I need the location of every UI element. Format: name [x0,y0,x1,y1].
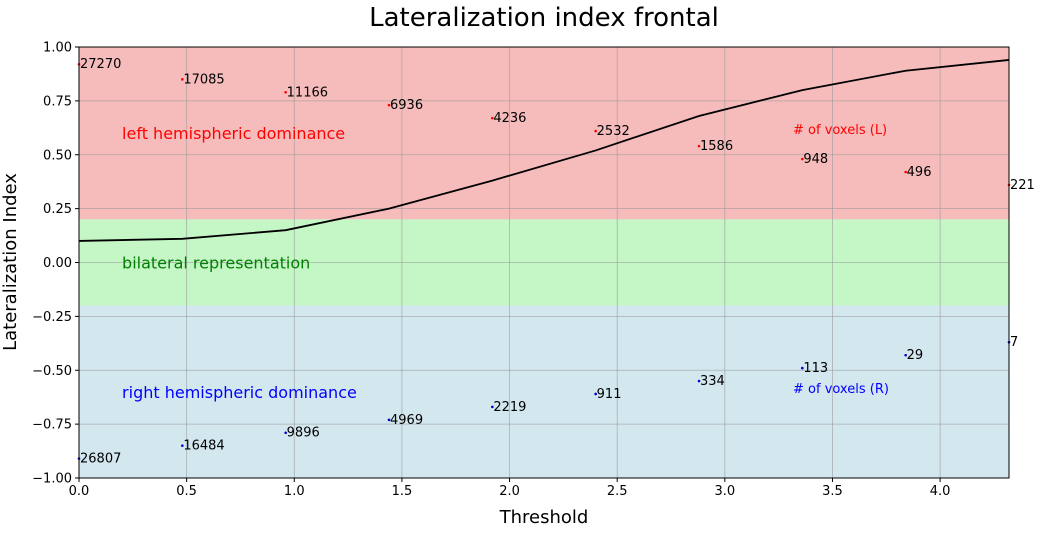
left-voxel-count-label: 11166 [287,85,328,100]
left-voxel-count-label: 221 [1010,178,1035,193]
x-tick-label: 2.5 [607,484,628,499]
y-tick-label: −0.25 [32,310,72,325]
chart-title: Lateralization index frontal [369,3,719,33]
left-voxel-count-label: 496 [907,165,932,180]
y-tick-label: 1.00 [43,41,72,56]
left-voxel-count-label: # of voxels (L) [793,123,887,138]
x-tick-label: 0.0 [69,484,90,499]
x-tick-label: 1.5 [392,484,413,499]
right-voxel-point [284,431,287,435]
left-voxel-point [181,78,184,81]
left-voxel-count-label: 2532 [597,124,630,139]
axes-layer: 0.0 0.5 1.0 1.5 2.0 2.5 3.0 3.5 4.0 1.00 0.75 0.50 0… [32,41,1010,499]
left-voxel-point [801,157,804,161]
li-curve [78,59,1010,242]
right-voxel-count-label: 26807 [80,452,121,467]
right-voxel-count-label: 16484 [183,439,224,454]
y-axis-label: Lateralization Index [0,173,21,351]
left-voxel-point [387,103,391,107]
right-voxel-count-label: 2219 [493,400,526,415]
right-dominance-band [79,305,1009,478]
right-voxel-count-label: 29 [907,348,924,363]
bilateral-label: bilateral representation [122,254,310,273]
x-tick-label: 2.0 [499,484,520,499]
left-voxel-count-label: 1586 [700,139,733,154]
right-voxel-point [697,379,701,383]
left-voxel-count-label: 17085 [183,72,224,87]
right-voxel-point [904,353,907,357]
x-tick-label: 3.5 [822,484,843,499]
right-voxel-count-label: 9896 [287,426,320,441]
right-dominance-label: right hemispheric dominance [122,383,357,402]
right-voxel-point [181,444,184,447]
right-voxel-point [594,392,597,396]
left-voxel-point [284,90,287,94]
left-voxel-count-label: 4236 [493,111,526,126]
right-voxel-count-label: 334 [700,374,725,389]
right-voxel-count-label: 7 [1010,335,1018,350]
right-voxel-count-label: 911 [597,387,622,402]
left-voxel-count-label: 27270 [80,57,121,72]
left-voxel-count-label: 948 [803,152,828,167]
x-tick-label: 4.0 [930,484,951,499]
left-voxel-point [594,129,597,133]
left-voxel-point [491,116,494,120]
y-tick-label: 0.50 [43,148,72,163]
right-voxel-point [801,366,804,370]
y-tick-label: −0.50 [32,364,72,379]
x-tick-label: 3.0 [714,484,735,499]
band-label-layer: left hemispheric dominance bilateral repr… [122,124,357,402]
left-dominance-label: left hemispheric dominance [122,124,345,143]
left-voxel-point [697,144,701,148]
voxel-point-layer: 27270 17085 11166 6936 4236 2532 1586 948 496 221… [77,57,1035,467]
right-voxel-count-label: # of voxels (R) [793,382,889,397]
y-tick-label: −1.00 [32,472,72,487]
x-axis-label: Threshold [499,507,589,528]
right-voxel-count-label: 4969 [390,413,423,428]
y-tick-label: 0.75 [43,94,72,109]
right-voxel-count-label: 113 [803,361,828,376]
right-voxel-point [387,418,391,422]
y-tick-label: 0.00 [43,256,72,271]
y-tick-label: −0.75 [32,418,72,433]
right-voxel-point [491,405,494,409]
x-tick-label: 0.5 [176,484,197,499]
left-voxel-point [904,170,907,174]
plot-frame [78,46,1010,479]
left-dominance-band [79,47,1009,220]
y-tick-label: 0.25 [43,202,72,217]
left-voxel-count-label: 6936 [390,98,423,113]
li-line-layer [78,59,1010,242]
x-tick-label: 1.0 [284,484,305,499]
